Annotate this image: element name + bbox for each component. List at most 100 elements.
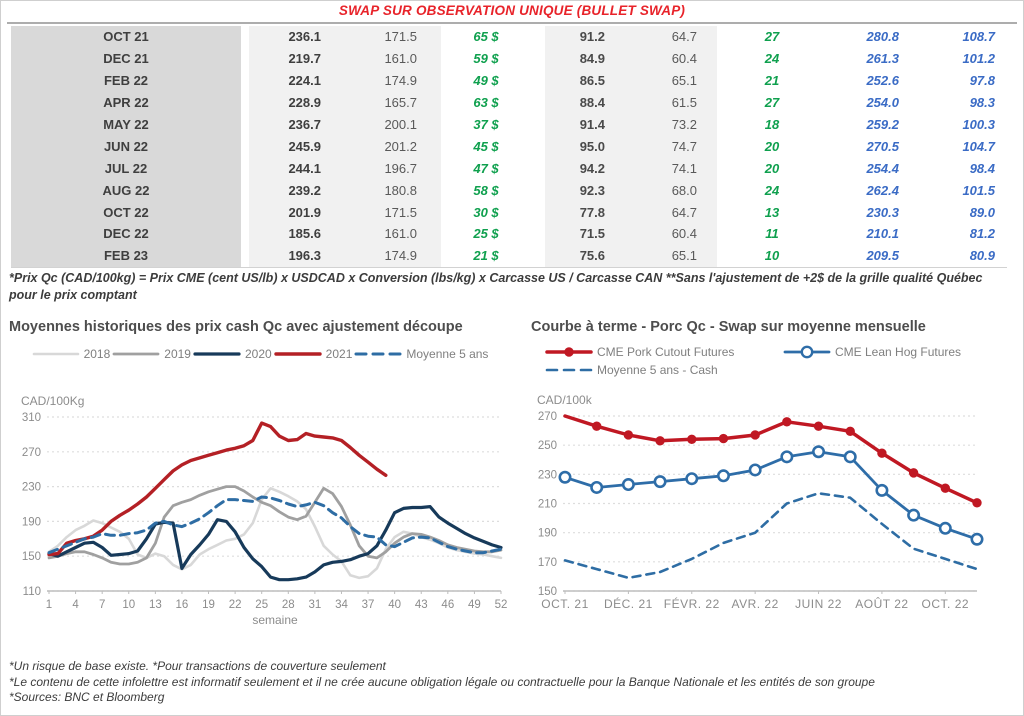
table-cell: 236.7 (249, 113, 345, 136)
table-spacer (241, 201, 249, 224)
table-cell: 64.7 (631, 201, 717, 224)
table-cell: 209.5 (866, 248, 899, 264)
table-cell: 88.4 (545, 91, 631, 114)
table-cell: 61.5 (631, 91, 717, 114)
data-point-marker (558, 470, 572, 484)
svg-text:270: 270 (538, 411, 557, 423)
table-spacer (531, 244, 545, 267)
svg-text:190: 190 (22, 516, 41, 528)
data-point-marker (590, 480, 604, 494)
table-cell: 59 $ (473, 51, 499, 67)
table-spacer (241, 244, 249, 267)
table-spacer (241, 113, 249, 136)
table-cell: 196.3 (249, 244, 345, 267)
table-cell: 104.7 (962, 138, 995, 154)
data-point-marker (623, 430, 634, 440)
table-cell: 37 $ (473, 117, 499, 132)
svg-text:34: 34 (335, 599, 348, 611)
table-spacer (241, 135, 249, 158)
table-cell: 174.9 (345, 69, 441, 92)
svg-text:46: 46 (441, 599, 454, 611)
legend-swatch-icon (545, 368, 593, 372)
table-spacer (241, 157, 249, 180)
table-spacer (241, 69, 249, 92)
table-cell: 24 (764, 51, 780, 67)
legend-item: Moyenne 5 ans - Cash (545, 363, 783, 377)
right-chart-legend: CME Pork Cutout Futures CME Lean Hog Futu… (545, 345, 1015, 377)
table-cell: 47 $ (473, 160, 499, 176)
svg-text:49: 49 (468, 599, 481, 611)
table-cell: 74.7 (631, 135, 717, 158)
table-cell: 60.4 (631, 223, 717, 245)
table-cell: 13 (764, 204, 780, 220)
data-point-marker (970, 532, 984, 546)
table-cell: 196.7 (345, 157, 441, 180)
data-point-marker (812, 445, 826, 459)
svg-text:10: 10 (122, 599, 135, 611)
month-cell: OCT 21 (11, 26, 241, 48)
table-cell: 210.1 (866, 226, 899, 242)
table-cell: 20 (764, 160, 780, 176)
table-cell: 201.9 (249, 201, 345, 224)
table-cell: 98.4 (969, 160, 995, 176)
left-chart-legend: 2018 2019 2020 2021 Moyenne 5 ans (9, 347, 511, 361)
page-title: SWAP SUR OBSERVATION UNIQUE (BULLET SWAP… (338, 3, 686, 18)
table-cell: 11 (765, 226, 779, 242)
svg-text:4: 4 (72, 599, 79, 611)
legend-swatch-icon (545, 347, 593, 357)
month-cell: APR 22 (11, 91, 241, 114)
legend-label: Moyenne 5 ans - Cash (597, 363, 718, 377)
table-cell: 60.4 (631, 47, 717, 70)
table-cell: 91.2 (545, 26, 631, 48)
table-cell: 25 $ (473, 226, 499, 242)
data-point-marker (813, 421, 824, 431)
table-cell: 280.8 (866, 29, 899, 45)
svg-text:250: 250 (538, 440, 557, 452)
table-cell: 98.3 (969, 95, 995, 111)
table-cell: 228.9 (249, 91, 345, 114)
table-cell: 219.7 (249, 47, 345, 70)
svg-text:DÉC. 21: DÉC. 21 (604, 596, 653, 611)
table-cell: 262.4 (866, 182, 899, 198)
svg-text:270: 270 (22, 447, 41, 459)
table-cell: 174.9 (345, 244, 441, 267)
table-cell: 244.1 (249, 157, 345, 180)
table-cell: 94.2 (545, 157, 631, 180)
table-cell: 254.0 (866, 95, 899, 111)
table-cell: 254.4 (866, 160, 899, 176)
svg-text:37: 37 (362, 599, 375, 611)
legend-swatch-icon (112, 352, 160, 356)
table-cell: 21 $ (473, 248, 499, 264)
footnote-line: *Un risque de base existe. *Pour transac… (9, 659, 386, 673)
legend-item: CME Pork Cutout Futures (545, 345, 783, 359)
table-cell: 100.3 (962, 117, 995, 132)
svg-text:CAD/100Kg: CAD/100Kg (21, 394, 84, 408)
table-cell: 74.1 (631, 157, 717, 180)
table-spacer (531, 91, 545, 114)
series-line-2021 (47, 421, 388, 557)
svg-text:OCT. 22: OCT. 22 (922, 597, 970, 611)
svg-text:170: 170 (538, 557, 557, 569)
svg-text:43: 43 (415, 599, 428, 611)
svg-text:210: 210 (538, 499, 557, 511)
left-chart-title: Moyennes historiques des prix cash Qc av… (9, 319, 463, 335)
data-point-marker (940, 483, 951, 493)
table-cell: 63 $ (473, 95, 499, 111)
svg-text:310: 310 (22, 412, 41, 424)
svg-text:FÉVR. 22: FÉVR. 22 (664, 596, 720, 611)
series-line-moyenne-5-ans-cash (563, 492, 979, 580)
data-point-marker (843, 450, 857, 464)
table-spacer (531, 201, 545, 224)
table-cell: 261.3 (866, 51, 899, 67)
table-spacer (241, 91, 249, 114)
right-chart-title: Courbe à terme - Porc Qc - Swap sur moye… (531, 319, 926, 335)
table-cell: 27 (764, 29, 780, 45)
table-cell: 77.8 (545, 201, 631, 224)
data-point-marker (938, 521, 952, 535)
table-cell: 10 (764, 248, 780, 264)
table-cell: 92.3 (545, 179, 631, 202)
table-cell: 224.1 (249, 69, 345, 92)
data-point-marker (685, 472, 699, 486)
series-line-2020 (47, 505, 503, 582)
data-point-marker (687, 434, 697, 445)
